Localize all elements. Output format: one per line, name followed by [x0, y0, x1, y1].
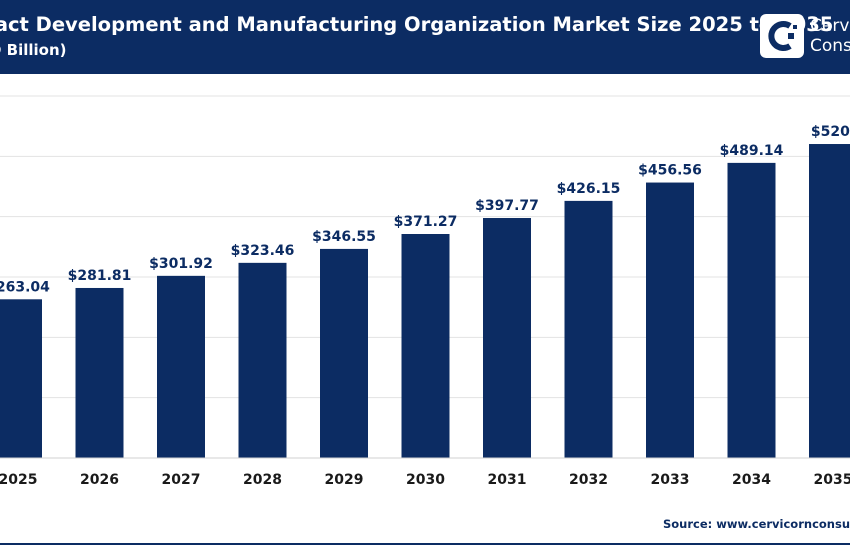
- x-tick-label-2033: 2033: [651, 472, 690, 488]
- bottom-rule: [0, 543, 850, 545]
- x-tick-label-2027: 2027: [162, 472, 201, 488]
- cervicorn-logo-icon: [760, 14, 804, 58]
- data-label-2028: $323.46: [231, 243, 295, 259]
- bar-2035: [809, 144, 850, 459]
- x-tick-label-2034: 2034: [732, 472, 771, 488]
- bar-2027: [157, 275, 205, 458]
- x-tick-label-2030: 2030: [406, 472, 445, 488]
- data-label-2031: $397.77: [475, 198, 539, 214]
- data-label-2025: $263.04: [0, 279, 50, 295]
- brand-logo-line1: Cervic: [810, 16, 850, 36]
- x-tick-label-2029: 2029: [325, 472, 364, 488]
- x-tick-label-2026: 2026: [80, 472, 119, 488]
- x-tick-label-2031: 2031: [488, 472, 527, 488]
- chart-subtitle: D Billion): [0, 41, 67, 59]
- data-label-2032: $426.15: [557, 181, 621, 197]
- bar-2025: [0, 299, 42, 458]
- x-tick-label-2032: 2032: [569, 472, 608, 488]
- data-label-2033: $456.56: [638, 163, 702, 179]
- bar-2033: [646, 182, 694, 459]
- bar-2029: [320, 248, 368, 458]
- data-label-2027: $301.92: [149, 256, 213, 272]
- chart-title: ntract Development and Manufacturing Org…: [0, 13, 834, 36]
- bar-2028: [238, 262, 287, 458]
- brand-logo-line2: Consu: [810, 36, 850, 56]
- bar-2032: [564, 200, 613, 458]
- bar-2026: [75, 287, 124, 458]
- data-label-2035: $520.: [811, 124, 850, 140]
- data-label-2029: $346.55: [312, 229, 376, 245]
- data-label-2030: $371.27: [394, 214, 458, 230]
- x-tick-label-2025: 2025: [0, 472, 37, 488]
- data-label-2034: $489.14: [720, 143, 784, 159]
- bar-2034: [727, 162, 776, 458]
- x-tick-label-2028: 2028: [243, 472, 282, 488]
- chart-header: ntract Development and Manufacturing Org…: [0, 0, 850, 74]
- bar-2030: [401, 234, 450, 458]
- chart-area: $263.04 2025 $281.81 2026 $301.92 2027 $323.46…: [0, 74, 850, 514]
- bar-chart: $263.04 2025 $281.81 2026 $301.92 2027 $323.46…: [0, 95, 850, 488]
- source-note: Source: www.cervicornconsultin: [663, 517, 850, 531]
- x-tick-label-2035: 2035: [814, 472, 850, 488]
- brand-logo-text: Cervic Consu: [810, 16, 850, 56]
- bar-2031: [483, 218, 531, 458]
- data-label-2026: $281.81: [68, 268, 132, 284]
- brand-logo[interactable]: Cervic Consu: [760, 14, 850, 60]
